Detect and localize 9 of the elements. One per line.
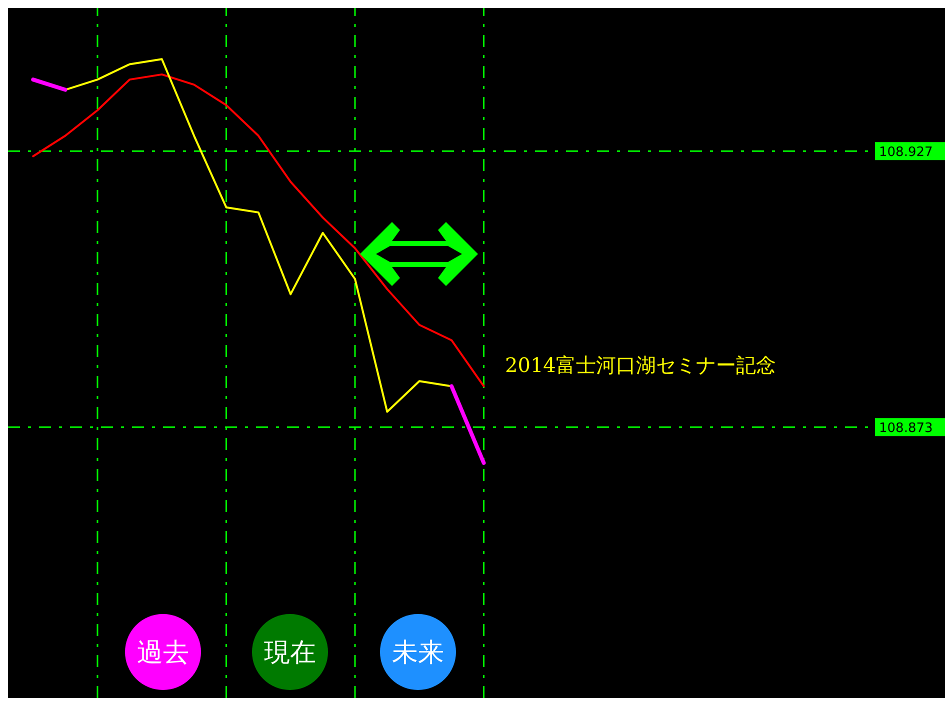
annotation: 未来 — [392, 636, 444, 670]
ref-line-label: 108.927 — [879, 145, 933, 160]
circle-badge: 未来 — [380, 614, 456, 690]
circle-badge: 現在 — [252, 614, 328, 690]
ref-line-label: 108.873 — [879, 421, 933, 436]
annotation: 現在 — [264, 636, 316, 670]
circle-badge: 過去 — [125, 614, 201, 690]
annotation: 過去 — [137, 636, 189, 670]
text: 2014富士河口湖セミナー記念 — [505, 352, 776, 379]
